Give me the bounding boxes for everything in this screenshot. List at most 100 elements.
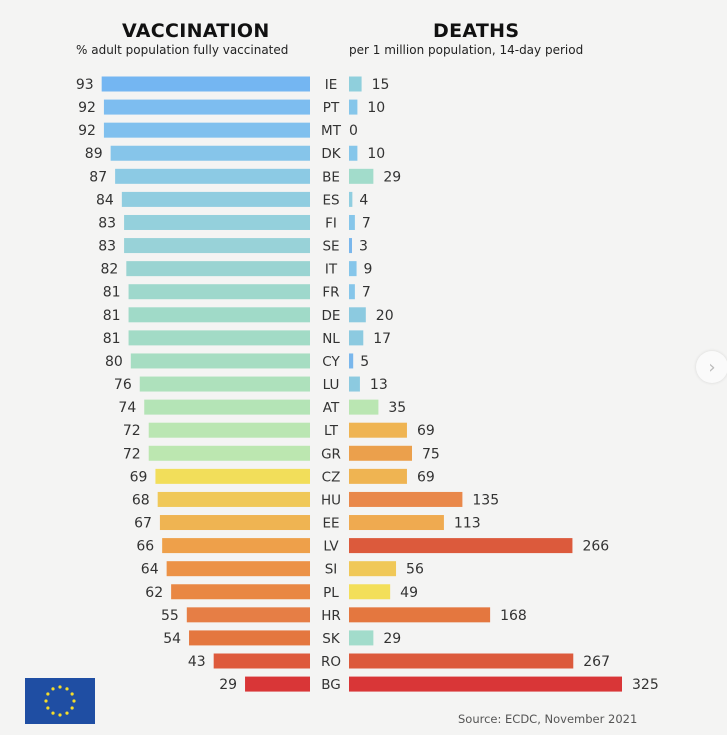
deaths-bar-hr [349,607,491,623]
deaths-bar-ro [349,653,574,669]
country-label-hu: HU [321,492,341,508]
country-label-ro: RO [321,654,341,670]
vaccination-bar-si [166,561,310,577]
deaths-value-label: 69 [417,469,435,485]
vaccination-value-label: 83 [98,215,116,231]
star-icon [46,706,50,710]
star-icon [44,699,48,703]
star-icon [58,713,62,717]
deaths-value-label: 5 [360,354,369,370]
vaccination-bar-ie [101,76,311,92]
vaccination-bar-it [126,261,310,277]
vaccination-subtitle: % adult population fully vaccinated [76,43,289,57]
country-label-it: IT [325,262,338,278]
vaccination-bar-hr [186,607,310,623]
vaccination-value-label: 72 [123,446,141,462]
deaths-value-label: 56 [406,562,424,578]
deaths-bar-cy [349,353,354,369]
star-icon [70,692,74,696]
vaccination-bar-sk [189,630,310,646]
star-icon [58,685,62,689]
vaccination-bar-lu [139,376,310,392]
deaths-value-label: 267 [583,654,610,670]
deaths-value-label: 0 [349,123,358,139]
vaccination-value-label: 29 [219,677,237,693]
deaths-value-label: 15 [372,77,390,93]
vaccination-bar-dk [110,145,310,161]
deaths-bar-cz [349,468,407,484]
vaccination-value-label: 81 [103,308,121,324]
deaths-bar-dk [349,145,358,161]
deaths-bar-at [349,399,379,415]
vaccination-bar-fr [128,284,310,300]
deaths-value-label: 49 [400,585,418,601]
vaccination-bar-lv [162,538,310,554]
vaccination-value-label: 81 [103,285,121,301]
deaths-title: DEATHS [433,20,520,42]
deaths-bar-lu [349,376,360,392]
vaccination-bar-lt [148,422,310,438]
country-label-pl: PL [323,585,339,601]
country-label-ie: IE [325,77,338,93]
country-label-sk: SK [322,631,341,647]
deaths-value-label: 10 [367,146,385,162]
country-label-hr: HR [321,608,341,624]
deaths-value-label: 29 [383,631,401,647]
deaths-value-label: 7 [362,285,371,301]
next-button[interactable]: › [696,351,727,383]
vaccination-bar-es [121,191,310,207]
deaths-value-label: 266 [582,539,609,555]
star-icon [72,699,76,703]
vaccination-bar-nl [128,330,310,346]
star-icon [51,687,55,691]
country-label-be: BE [322,169,340,185]
deaths-bar-de [349,307,366,323]
vaccination-value-label: 89 [85,146,103,162]
country-label-de: DE [322,308,341,324]
vaccination-value-label: 43 [188,654,206,670]
source-note: Source: ECDC, November 2021 [458,712,638,726]
country-label-lt: LT [324,423,339,439]
deaths-bar-nl [349,330,364,346]
deaths-value-label: 135 [472,492,499,508]
deaths-bar-it [349,261,357,277]
deaths-value-label: 4 [359,192,368,208]
deaths-value-label: 168 [500,608,527,624]
vaccination-value-label: 72 [123,423,141,439]
deaths-value-label: 3 [359,239,368,255]
vaccination-bar-pl [171,584,310,600]
deaths-bar-ee [349,515,444,531]
vaccination-value-label: 66 [136,539,154,555]
country-label-se: SE [322,239,339,255]
country-label-fr: FR [322,285,339,301]
country-label-dk: DK [321,146,341,162]
deaths-subtitle: per 1 million population, 14-day period [349,43,584,57]
vaccination-bar-ee [159,515,310,531]
vaccination-bar-fi [124,214,310,230]
country-label-fi: FI [325,215,337,231]
country-label-lu: LU [323,377,340,393]
vaccination-bar-at [144,399,310,415]
vaccination-value-label: 54 [163,631,181,647]
deaths-bar-ie [349,76,362,92]
deaths-value-label: 325 [632,677,659,693]
deaths-value-label: 75 [422,446,440,462]
deaths-bar-pt [349,99,358,115]
vaccination-bar-bg [245,676,310,692]
country-label-mt: MT [321,123,342,139]
deaths-bar-se [349,238,352,254]
star-icon [51,711,55,715]
vaccination-bar-cy [130,353,310,369]
deaths-bar-bg [349,676,622,692]
country-label-nl: NL [322,331,340,347]
vaccination-value-label: 82 [100,262,118,278]
deaths-bar-fi [349,214,355,230]
star-icon [65,687,69,691]
country-label-lv: LV [323,539,339,555]
vaccination-value-label: 83 [98,239,116,255]
deaths-value-label: 7 [362,215,371,231]
vaccination-title: VACCINATION [122,20,270,42]
deaths-bar-sk [349,630,374,646]
country-label-cz: CZ [322,469,341,485]
